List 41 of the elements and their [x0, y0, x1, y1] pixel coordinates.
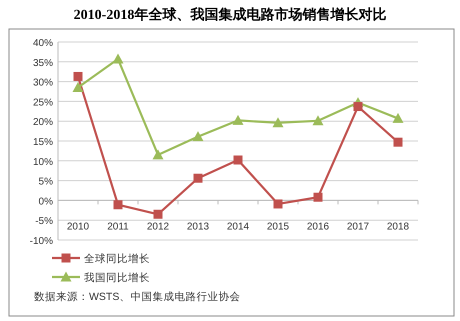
- y-tick-label: 40%: [32, 38, 54, 49]
- point: [72, 82, 84, 92]
- y-tick-label: 20%: [32, 117, 54, 128]
- x-tick-label: 2015: [266, 221, 290, 232]
- source-note: 数据来源：WSTS、中国集成电路行业协会: [34, 290, 240, 303]
- point: [192, 131, 204, 142]
- y-tick-label: 15%: [32, 137, 54, 148]
- x-tick-label: 2013: [186, 221, 210, 232]
- point: [272, 117, 284, 128]
- point: [74, 72, 82, 81]
- x-tick-label: 2014: [226, 221, 250, 232]
- y-tick-label: 0%: [38, 196, 54, 208]
- chart-title: 2010-2018年全球、我国集成电路市场销售增长对比: [74, 6, 386, 23]
- y-tick-label: -10%: [30, 236, 54, 247]
- point: [194, 174, 202, 183]
- y-tick-label: 35%: [32, 58, 54, 69]
- legend-label: 全球同比增长: [84, 252, 150, 265]
- x-tick-label: 2018: [386, 221, 410, 232]
- point: [232, 114, 244, 125]
- x-tick-label: 2010: [66, 221, 90, 232]
- legend-label: 我国同比增长: [84, 271, 150, 284]
- point: [394, 138, 402, 147]
- x-tick-label: 2017: [346, 221, 370, 232]
- point: [392, 112, 404, 123]
- point: [354, 102, 362, 112]
- y-tick-label: 5%: [38, 176, 54, 188]
- point: [234, 156, 242, 165]
- y-tick-label: -5%: [35, 216, 54, 228]
- y-tick-label: 25%: [32, 97, 54, 108]
- point: [314, 192, 322, 202]
- point: [274, 199, 282, 208]
- point: [114, 200, 122, 210]
- point: [112, 54, 124, 64]
- y-tick-label: 30%: [32, 78, 54, 89]
- point: [154, 210, 162, 219]
- x-tick-label: 2011: [107, 221, 130, 232]
- x-tick-label: 2016: [306, 221, 330, 232]
- point: [312, 115, 324, 126]
- x-tick-label: 2012: [146, 221, 170, 232]
- y-tick-label: 10%: [32, 156, 54, 168]
- point: [152, 149, 164, 160]
